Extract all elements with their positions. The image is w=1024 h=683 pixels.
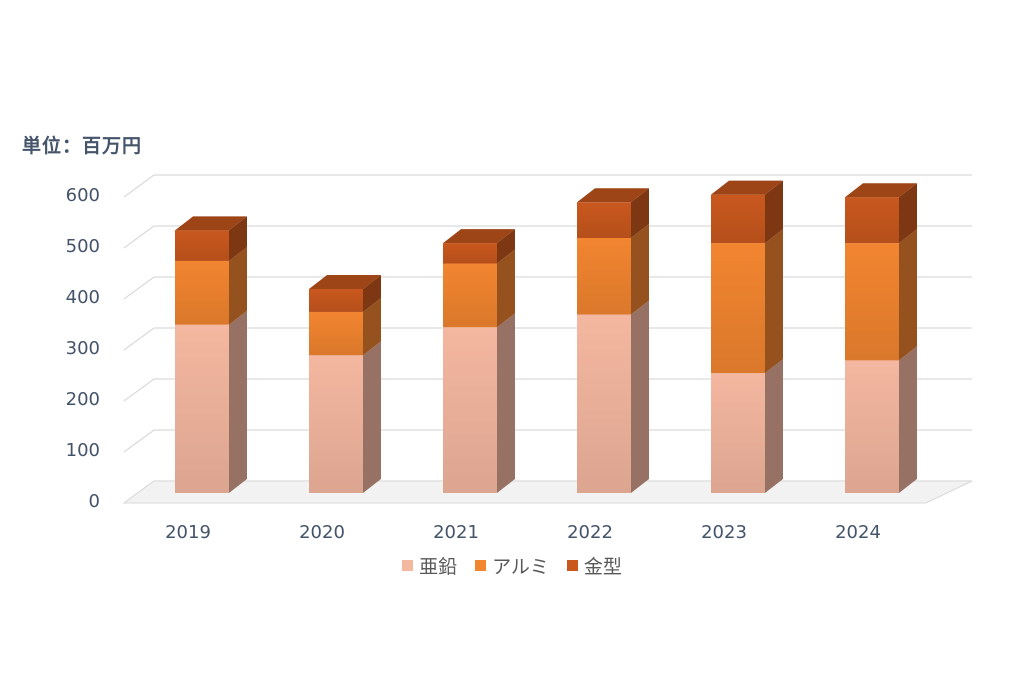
y-tick-label: 0 [89,491,100,512]
bar-segment-aluminum [845,243,899,361]
chart-floor [122,480,973,504]
bar-segment-mold [175,230,229,261]
legend-swatch-zinc [402,560,414,571]
legend-item-mold: 金型 [566,552,622,579]
bar-segment-zinc [711,373,765,493]
bar-top-mold [577,188,649,203]
legend-item-aluminum: アルミ [475,552,549,579]
bar-segment-mold [309,289,363,312]
gridline-diag-200 [123,378,155,402]
bar-segment-zinc [845,360,899,493]
x-tick-label: 2019 [165,522,211,543]
gridline-diag-100 [123,429,155,453]
bar-segment-aluminum [711,243,765,374]
bar-stack-2019 [175,216,247,493]
bar-side-mold [229,216,247,261]
bar-side-zinc [363,341,381,493]
x-tick-label: 2022 [567,522,613,543]
bar-segment-zinc [443,327,497,493]
bar-segment-mold [845,197,899,244]
bar-side-aluminum [899,229,917,361]
bar-segment-aluminum [577,238,631,315]
x-tick-label: 2023 [701,522,747,543]
x-axis: 2019 2020 2021 2022 2023 2024 [165,522,881,543]
bar-stack-2021 [443,229,515,493]
bar-stack-2020 [309,275,381,493]
bars [175,180,917,493]
bar-segment-mold [443,243,497,264]
gridline-diag-300 [123,327,155,351]
legend-swatch-mold [566,560,578,571]
bar-top-mold [845,183,917,198]
y-tick-label: 400 [66,287,100,308]
bar-side-aluminum [765,229,783,374]
bar-segment-zinc [577,314,631,493]
bar-stack-2022 [577,188,649,493]
legend-label-aluminum: アルミ [492,556,549,578]
y-axis: 0 100 200 300 400 500 600 [66,185,100,512]
legend-swatch-aluminum [475,560,487,571]
x-tick-label: 2024 [835,522,881,543]
bar-stack-2023 [711,180,783,493]
bar-side-zinc [899,346,917,493]
gridline-diag-400 [123,276,155,300]
bar-stack-2024 [845,183,917,493]
x-tick-label: 2021 [433,522,479,543]
bar-segment-mold [711,194,765,244]
bar-segment-mold [577,202,631,238]
bar-top-mold [711,180,783,195]
bar-side-aluminum [631,224,649,315]
bar-segment-zinc [309,355,363,493]
bar-top-mold [309,275,381,289]
legend-label-mold: 金型 [583,556,622,578]
bar-side-mold [363,275,381,312]
bar-side-zinc [229,310,247,493]
y-tick-label: 300 [66,338,100,359]
bar-side-mold [765,180,783,244]
gridline-diag-600 [123,174,155,198]
bar-side-zinc [631,300,649,493]
legend-item-zinc: 亜鉛 [402,552,457,579]
legend-label-zinc: 亜鉛 [419,556,458,578]
bar-side-zinc [497,313,515,493]
bar-side-aluminum [497,249,515,328]
grid-layer [122,174,973,504]
y-tick-label: 500 [66,236,100,257]
bar-side-aluminum [229,246,247,325]
bar-side-zinc [765,359,783,493]
bar-segment-aluminum [175,260,229,325]
x-tick-label: 2020 [299,522,345,543]
bar-segment-aluminum [443,263,497,328]
y-tick-label: 600 [66,185,100,206]
bar-top-mold [443,229,515,244]
bar-side-mold [497,229,515,264]
unit-label: 単位：百万円 [22,135,143,157]
bar-segment-aluminum [309,311,363,356]
y-tick-label: 200 [66,389,100,410]
bar-segment-zinc [175,324,229,493]
y-tick-label: 100 [66,440,100,461]
legend: 亜鉛 アルミ 金型 [0,552,1024,579]
bar-side-mold [899,183,917,244]
gridline-diag-500 [123,225,155,249]
bar-side-aluminum [363,297,381,356]
bar-top-mold [175,216,247,231]
bar-side-mold [631,188,649,238]
